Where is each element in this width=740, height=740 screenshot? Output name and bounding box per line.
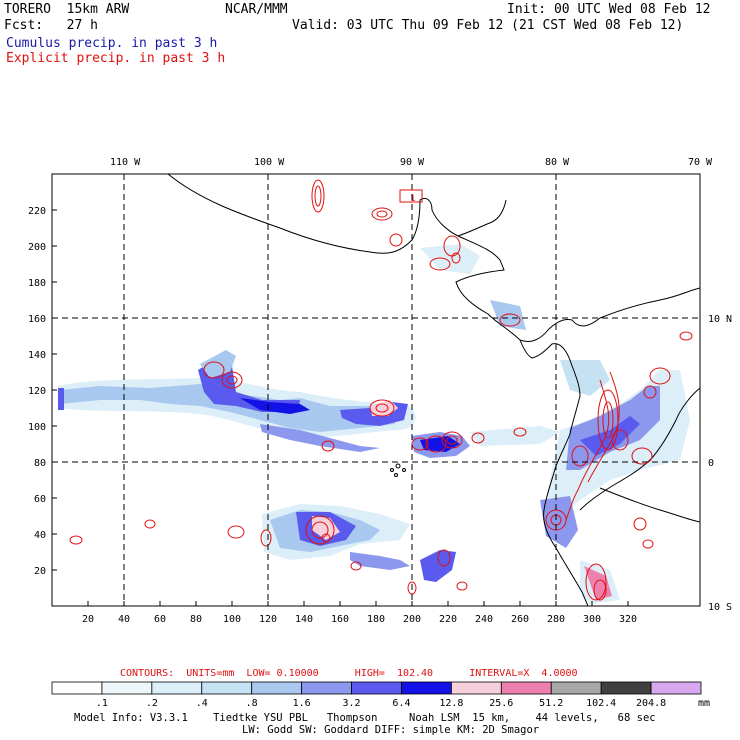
x-tick-label: 100	[223, 614, 241, 625]
colorbar-label: .1	[96, 698, 108, 709]
y-tick-label: 80	[34, 458, 46, 469]
colorbar-swatch	[201, 681, 253, 695]
coastlines	[167, 174, 700, 606]
model-info-line2: LW: Godd SW: Goddard DIFF: simple KM: 2D…	[242, 724, 540, 736]
cumulus-precip-shading	[58, 244, 690, 604]
y-tick-label: 160	[28, 314, 46, 325]
grid-box-label: 1	[410, 194, 415, 204]
colorbar-unit: mm	[698, 698, 710, 709]
x-tick-label: 240	[475, 614, 493, 625]
lat-lon-grid	[52, 174, 700, 606]
colorbar-swatch	[151, 681, 203, 695]
colorbar-label: 12.8	[439, 698, 463, 709]
x-tick-label: 280	[547, 614, 565, 625]
colorbar-swatch	[650, 681, 702, 695]
model-title: TORERO 15km ARW	[4, 2, 130, 17]
lat-label: 0	[708, 458, 714, 469]
lon-label: 100 W	[254, 157, 285, 168]
y-axis-ticks: 220 200 180 160 140 120 100 80 60 40 20	[28, 206, 57, 577]
colorbar-label: 51.2	[539, 698, 563, 709]
x-tick-label: 140	[295, 614, 313, 625]
valid-time: Valid: 03 UTC Thu 09 Feb 12 (21 CST Wed …	[292, 18, 684, 33]
contour-info: CONTOURS: UNITS=mm LOW= 0.10000 HIGH= 10…	[120, 668, 578, 679]
colorbar-swatch	[600, 681, 652, 695]
colorbar-swatch	[450, 681, 502, 695]
y-tick-label: 20	[34, 566, 46, 577]
y-tick-label: 220	[28, 206, 46, 217]
x-tick-label: 160	[331, 614, 349, 625]
colorbar-label: 204.8	[636, 698, 666, 709]
x-tick-label: 120	[259, 614, 277, 625]
grid-box-marker	[399, 189, 423, 203]
colorbar-swatch	[500, 681, 552, 695]
explicit-legend: Explicit precip. in past 3 h	[6, 51, 226, 66]
init-time: Init: 00 UTC Wed 08 Feb 12	[507, 2, 711, 17]
colorbar-swatch	[251, 681, 303, 695]
colorbar-label: .8	[246, 698, 258, 709]
x-tick-label: 40	[118, 614, 130, 625]
longitude-labels: 110 W 100 W 90 W 80 W 70 W	[110, 157, 713, 168]
colorbar-swatch	[51, 681, 103, 695]
colorbar-swatch	[351, 681, 402, 695]
colorbar-label: 25.6	[489, 698, 513, 709]
colorbar-label: .2	[146, 698, 158, 709]
cumulus-legend: Cumulus precip. in past 3 h	[6, 36, 218, 51]
y-tick-label: 40	[34, 530, 46, 541]
lat-label: 10 S	[708, 602, 732, 613]
y-tick-label: 60	[34, 494, 46, 505]
colorbar-label: 1.6	[293, 698, 311, 709]
explicit-precip-contours	[69, 179, 693, 601]
org-label: NCAR/MMM	[225, 2, 288, 17]
y-tick-label: 100	[28, 422, 46, 433]
colorbar: .1.2.4.8 1.6 3.2 6.4 12.8 25.6 51.2 102.4 204.8 …	[51, 681, 710, 709]
x-tick-label: 60	[154, 614, 166, 625]
lon-label: 70 W	[688, 157, 713, 168]
x-tick-label: 260	[511, 614, 529, 625]
colorbar-label: 3.2	[343, 698, 361, 709]
model-info-line1: Model Info: V3.3.1 Tiedtke YSU PBL Thomp…	[74, 712, 656, 724]
x-tick-label: 320	[619, 614, 637, 625]
colorbar-swatch	[301, 681, 352, 695]
y-tick-label: 180	[28, 278, 46, 289]
colorbar-swatch	[550, 681, 602, 695]
latitude-labels: 10 N 0 10 S	[708, 314, 732, 613]
x-axis-ticks: 20 40 60 80 100 120 140 160 180 200 220 240 260 280 30…	[82, 601, 637, 625]
colorbar-label: 102.4	[586, 698, 616, 709]
lon-label: 80 W	[545, 157, 570, 168]
x-tick-label: 300	[583, 614, 601, 625]
lon-label: 110 W	[110, 157, 141, 168]
y-tick-label: 120	[28, 386, 46, 397]
y-tick-label: 200	[28, 242, 46, 253]
x-tick-label: 200	[403, 614, 421, 625]
forecast-hour: Fcst: 27 h	[4, 18, 98, 33]
lat-label: 10 N	[708, 314, 732, 325]
x-tick-label: 80	[190, 614, 202, 625]
lon-label: 90 W	[400, 157, 425, 168]
colorbar-label: .4	[196, 698, 208, 709]
y-tick-label: 140	[28, 350, 46, 361]
colorbar-label: 6.4	[392, 698, 410, 709]
x-tick-label: 220	[439, 614, 457, 625]
x-tick-label: 180	[367, 614, 385, 625]
x-tick-label: 20	[82, 614, 94, 625]
colorbar-swatch	[101, 681, 153, 695]
colorbar-swatch	[401, 681, 452, 695]
